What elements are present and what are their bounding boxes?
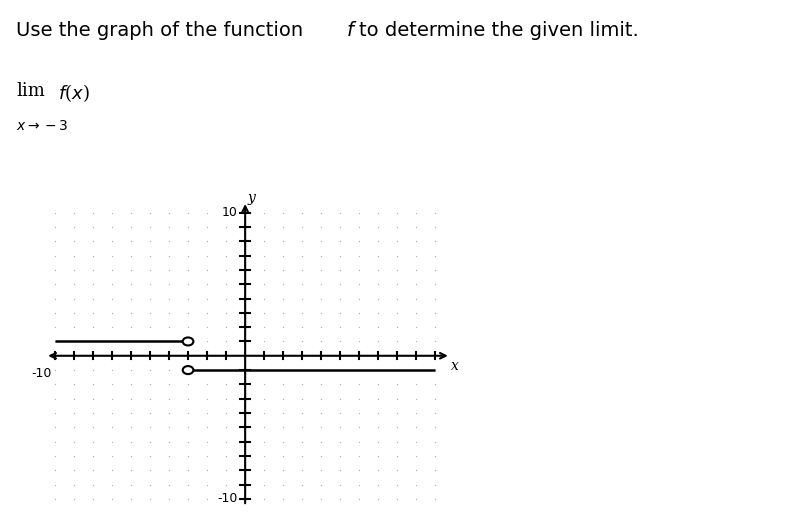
Text: $\it{f}$: $\it{f}$ [346,21,357,40]
Text: to determine the given limit.: to determine the given limit. [359,21,639,40]
Text: 10: 10 [222,206,238,219]
Text: y: y [248,191,256,205]
Text: $\it{f}$($\it{x}$): $\it{f}$($\it{x}$) [58,82,90,104]
Text: $x \to -3$: $x \to -3$ [16,119,68,133]
Circle shape [182,337,194,346]
Text: lim: lim [16,82,45,100]
Text: Use the graph of the function: Use the graph of the function [16,21,310,40]
Circle shape [182,366,194,374]
Text: x: x [450,359,458,373]
Text: -10: -10 [32,367,52,380]
Text: -10: -10 [217,492,238,506]
